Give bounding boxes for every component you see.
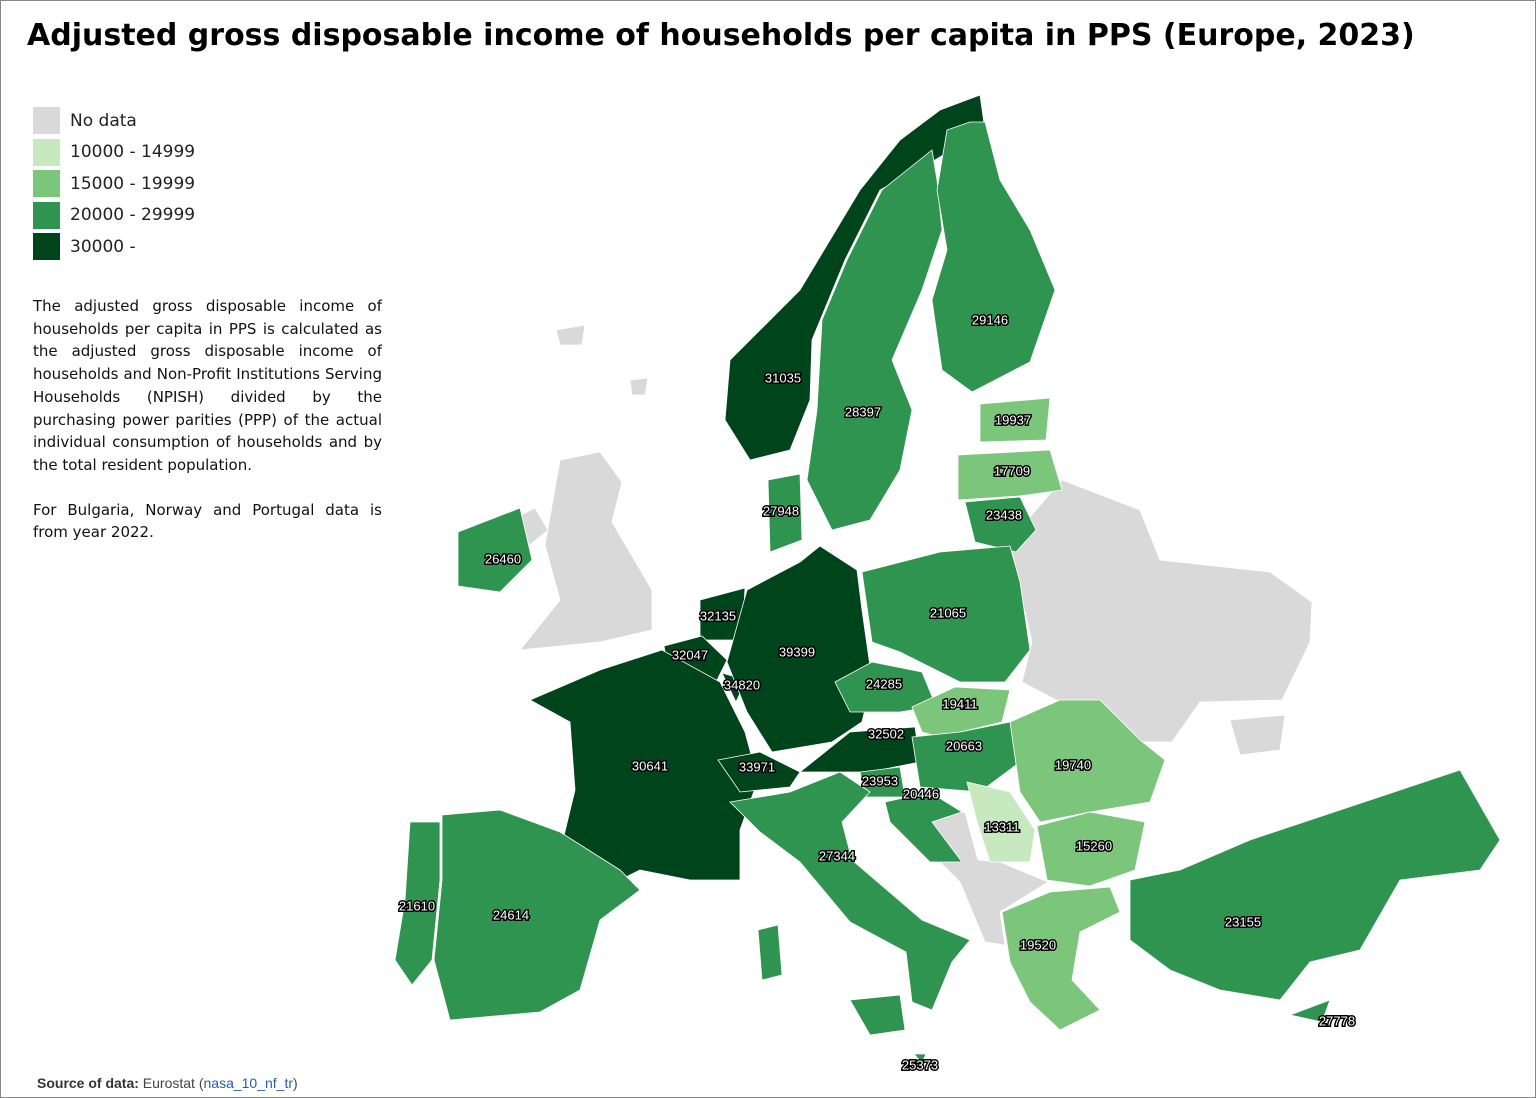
legend-swatch (33, 138, 60, 166)
no-data-area (1229, 714, 1286, 756)
region-part (757, 924, 783, 981)
value-label: 32047 (672, 647, 708, 662)
legend-swatch (33, 107, 60, 134)
legend-swatch (33, 233, 60, 261)
value-label: 13311 (984, 819, 1019, 834)
source-suffix: ) (293, 1075, 298, 1091)
region (1001, 886, 1121, 1031)
legend-item: 30000 - (33, 233, 136, 261)
value-label: 19740 (1055, 757, 1091, 772)
region (979, 397, 1051, 443)
region (717, 751, 801, 793)
value-label: 20663 (946, 738, 982, 753)
value-label: 34820 (724, 677, 760, 692)
source-link[interactable]: nasa_10_nf_tr (203, 1075, 294, 1091)
region (913, 1053, 927, 1064)
value-label: 20446 (903, 786, 939, 801)
legend-item: No data (33, 107, 137, 134)
value-label: 23953 (862, 773, 898, 788)
region (433, 809, 641, 1021)
legend-label: No data (70, 110, 137, 131)
description-text: The adjusted gross disposable income of … (33, 297, 382, 474)
value-label: 28397 (845, 404, 881, 419)
value-label: 33971 (739, 759, 775, 774)
region (729, 771, 971, 1011)
source: Source of data: Eurostat (nasa_10_nf_tr) (37, 1075, 298, 1091)
legend-item: 20000 - 29999 (33, 201, 196, 229)
description: The adjusted gross disposable income of … (33, 295, 382, 566)
value-label: 21610 (399, 898, 435, 913)
value-label: 31035 (765, 370, 801, 385)
value-label: 30641 (632, 758, 668, 773)
region (1036, 811, 1146, 887)
value-label: 29146 (972, 312, 1008, 327)
region (806, 149, 943, 531)
value-label: 17709 (994, 463, 1030, 478)
legend-item: 10000 - 14999 (33, 138, 196, 166)
value-label: 26460 (485, 551, 521, 566)
source-prefix: Eurostat ( (142, 1075, 204, 1091)
value-label: 32502 (868, 726, 904, 741)
value-label: 32135 (700, 608, 736, 623)
region (394, 821, 441, 986)
value-label: 19411 (942, 696, 977, 711)
legend-item: 15000 - 19999 (33, 170, 196, 198)
value-label: 25373 (902, 1057, 938, 1072)
value-label: 19520 (1020, 937, 1056, 952)
value-label: 23438 (986, 507, 1022, 522)
region (911, 686, 1011, 738)
region (861, 545, 1031, 683)
legend-label: 15000 - 19999 (70, 173, 196, 194)
legend-swatch (33, 201, 60, 229)
value-label: 39399 (779, 644, 815, 659)
value-label: 24285 (866, 676, 902, 691)
region (457, 507, 533, 593)
value-label: 27948 (763, 503, 799, 518)
region-part (849, 994, 906, 1036)
legend-label: 30000 - (70, 236, 136, 257)
legend-label: 20000 - 29999 (70, 205, 196, 226)
region (1009, 699, 1166, 823)
region (1129, 769, 1501, 1001)
region (957, 449, 1063, 501)
value-label: 23155 (1225, 914, 1261, 929)
value-label: 27344 (819, 848, 855, 863)
no-data-area (1009, 479, 1313, 743)
region (884, 791, 963, 863)
legend-label: 10000 - 14999 (70, 142, 196, 163)
value-label: 27778 (1319, 1013, 1355, 1028)
region (1288, 999, 1331, 1023)
source-label: Source of data: (37, 1075, 139, 1091)
no-data-area (555, 324, 586, 346)
region (529, 649, 759, 891)
value-label: 19937 (995, 412, 1031, 427)
no-data-area (629, 377, 649, 396)
value-label: 24614 (493, 907, 529, 922)
value-label: 15260 (1076, 838, 1112, 853)
value-label: 21065 (930, 605, 966, 620)
no-data-area (519, 451, 653, 651)
description-text: For Bulgaria, Norway and Portugal data i… (33, 500, 382, 542)
map-title: Adjusted gross disposable income of hous… (27, 18, 1415, 53)
region (964, 496, 1037, 553)
region (931, 121, 1056, 393)
region (966, 781, 1036, 863)
region (767, 473, 803, 553)
legend-swatch (33, 170, 60, 198)
